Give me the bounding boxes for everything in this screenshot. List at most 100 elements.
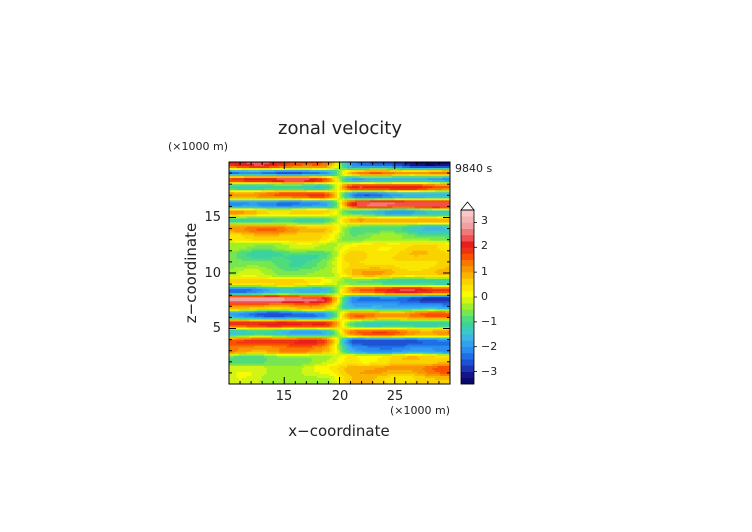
heatmap-cell [281, 228, 285, 231]
heatmap-cell [377, 232, 380, 235]
heatmap-cell [331, 275, 335, 278]
heatmap-cell [246, 230, 250, 233]
heatmap-cell [254, 180, 257, 183]
heatmap-cell [261, 166, 265, 169]
heatmap-cell [324, 196, 328, 199]
heatmap-cell [389, 162, 393, 165]
heatmap-cell [241, 180, 245, 183]
heatmap-cell [299, 162, 303, 165]
heatmap-cell [306, 196, 310, 199]
heatmap-cell [374, 228, 378, 231]
heatmap-cell [309, 234, 313, 237]
heatmap-cell [246, 190, 250, 193]
heatmap-cell [319, 192, 323, 195]
heatmap-cell [261, 162, 265, 165]
heatmap-cell [319, 230, 323, 233]
heatmap-cell [362, 242, 365, 246]
heatmap-cell [349, 174, 353, 177]
heatmap-cell [379, 260, 383, 264]
heatmap-cell [352, 194, 355, 197]
heatmap-cell [407, 238, 411, 242]
heatmap-cell [444, 258, 448, 262]
heatmap-cell [279, 228, 283, 231]
heatmap-cell [259, 240, 262, 244]
heatmap-cell [444, 222, 448, 225]
heatmap-cell [314, 166, 318, 169]
heatmap-cell [414, 178, 418, 181]
heatmap-cell [447, 232, 450, 235]
heatmap-cell [392, 172, 396, 175]
heatmap-cell [384, 206, 388, 209]
heatmap-cell [229, 212, 232, 215]
heatmap-cell [294, 242, 298, 246]
heatmap-cell [437, 170, 441, 173]
heatmap-cell [352, 170, 355, 173]
heatmap-cell [289, 232, 293, 235]
heatmap-cell [387, 220, 391, 223]
heatmap-cell [362, 166, 365, 169]
heatmap-cell [404, 222, 408, 225]
heatmap-cell [339, 196, 343, 199]
heatmap-cell [387, 190, 391, 193]
heatmap-cell [254, 238, 257, 242]
heatmap-cell [244, 236, 247, 239]
heatmap-cell [254, 270, 257, 274]
heatmap-cell [279, 194, 283, 197]
heatmap-cell [402, 182, 406, 185]
heatmap-cell [392, 252, 396, 256]
heatmap-cell [399, 198, 403, 201]
heatmap-cell [377, 222, 380, 225]
heatmap-cell [349, 232, 353, 235]
heatmap-cell [429, 172, 433, 175]
heatmap-cell [352, 180, 355, 183]
heatmap-cell [369, 206, 373, 209]
heatmap-cell [359, 186, 363, 189]
heatmap-cell [422, 234, 426, 237]
heatmap-cell [439, 218, 443, 221]
heatmap-cell [316, 254, 320, 258]
heatmap-cell [412, 162, 416, 165]
heatmap-cell [284, 212, 288, 215]
heatmap-cell [264, 236, 267, 239]
heatmap-cell [412, 170, 416, 173]
heatmap-cell [279, 170, 283, 173]
heatmap-cell [424, 258, 428, 262]
heatmap-cell [251, 270, 255, 274]
heatmap-cell [409, 256, 413, 260]
heatmap-cell [311, 260, 315, 264]
heatmap-cell [352, 162, 355, 165]
heatmap-cell [234, 252, 237, 256]
heatmap-cell [304, 224, 308, 227]
heatmap-cell [286, 266, 290, 270]
heatmap-cell [382, 164, 385, 167]
heatmap-cell [269, 212, 272, 215]
heatmap-cell [269, 176, 272, 179]
heatmap-cell [271, 222, 275, 225]
heatmap-cell [249, 230, 252, 233]
heatmap-cell [229, 270, 232, 274]
heatmap-cell [407, 192, 411, 195]
heatmap-cell [379, 268, 383, 272]
heatmap-cell [354, 268, 358, 272]
heatmap-cell [342, 252, 345, 256]
heatmap-cell [342, 218, 345, 221]
heatmap-cell [367, 194, 370, 197]
heatmap-cell [236, 258, 240, 262]
heatmap-cell [249, 268, 252, 272]
heatmap-cell [404, 172, 408, 175]
heatmap-cell [364, 166, 368, 169]
heatmap-cell [429, 238, 433, 242]
heatmap-cell [359, 190, 363, 193]
heatmap-cell [339, 246, 343, 250]
heatmap-cell [239, 198, 242, 201]
heatmap-cell [419, 222, 423, 225]
heatmap-cell [424, 220, 428, 223]
heatmap-cell [246, 268, 250, 272]
heatmap-cell [314, 170, 318, 173]
heatmap-cell [246, 266, 250, 270]
heatmap-cell [377, 264, 380, 268]
heatmap-cell [374, 250, 378, 254]
heatmap-cell [241, 238, 245, 242]
heatmap-cell [359, 164, 363, 167]
heatmap-cell [372, 164, 375, 167]
